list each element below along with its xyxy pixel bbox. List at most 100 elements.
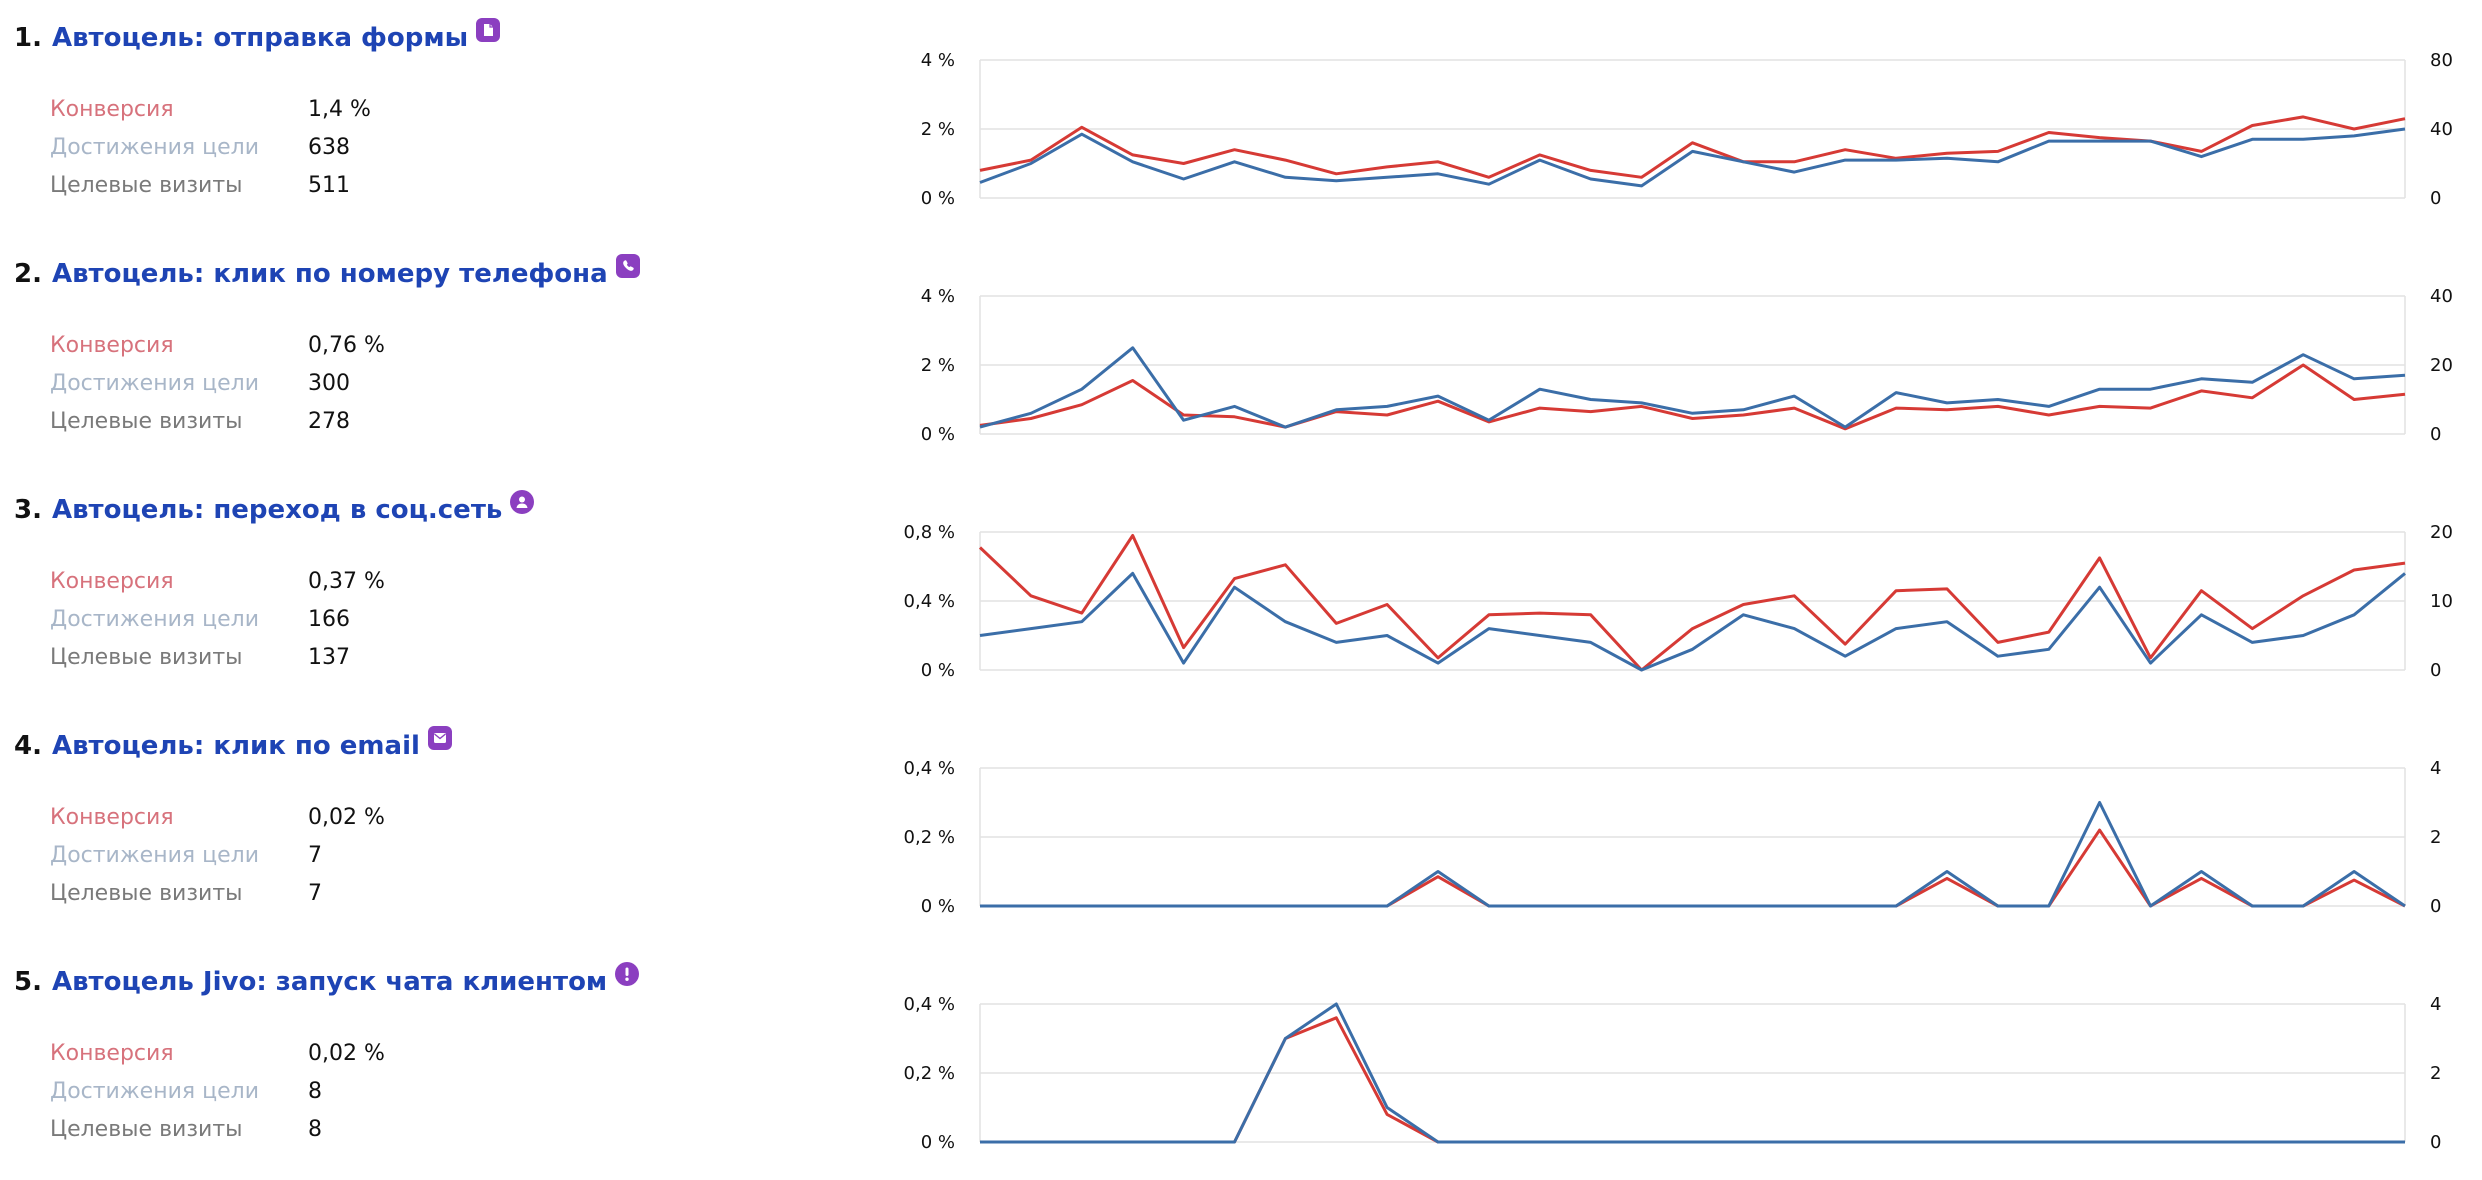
y-left-tick-label: 0,2 % — [904, 1063, 955, 1084]
goal-card: 2. Автоцель: клик по номеру телефона Кон… — [0, 236, 2482, 472]
metric-achievements: Достижения цели 166 — [50, 600, 385, 638]
series-line-conversion — [979, 363, 2406, 431]
metric-value: 0,02 % — [308, 1040, 385, 1066]
goal-name-link[interactable]: Автоцель: отправка формы — [51, 23, 469, 53]
metric-value: 0,76 % — [308, 332, 385, 358]
series-line-visits — [980, 801, 2406, 908]
goal-name-link[interactable]: Автоцель Jivo: запуск чата клиентом — [51, 967, 608, 997]
goal-number: 1. — [14, 23, 42, 53]
metric-achievements: Достижения цели 300 — [50, 364, 385, 402]
metric-visits: Целевые визиты 7 — [50, 874, 385, 912]
line-chart: 0 % 0 0,2 % 2 0,4 % 4 — [904, 758, 2442, 917]
metric-conversion: Конверсия 0,02 % — [50, 798, 385, 836]
y-left-tick-label: 0 % — [921, 1132, 955, 1153]
y-right-tick-label: 2 — [2430, 1063, 2441, 1084]
metric-value: 278 — [308, 408, 350, 434]
y-left-tick-label: 0,2 % — [904, 827, 955, 848]
metric-label: Достижения цели — [50, 1078, 259, 1104]
y-left-tick-label: 0 % — [921, 896, 955, 917]
metric-achievements: Достижения цели 7 — [50, 836, 385, 874]
goal-chart: 0 % 0 0,4 % 10 0,8 % 20 — [880, 502, 2480, 696]
line-chart: 0 % 0 0,4 % 10 0,8 % 20 — [904, 522, 2453, 681]
y-right-tick-label: 4 — [2430, 758, 2441, 779]
series-line-visits — [979, 346, 2406, 429]
metric-value: 7 — [308, 842, 322, 868]
y-right-tick-label: 0 — [2430, 660, 2441, 681]
metric-label: Достижения цели — [50, 606, 259, 632]
goal-chart: 0 % 0 2 % 20 4 % 40 — [880, 266, 2480, 460]
goal-card: 1. Автоцель: отправка формы Конверсия 1,… — [0, 0, 2482, 236]
goal-number: 5. — [14, 967, 42, 997]
y-right-tick-label: 10 — [2430, 591, 2453, 612]
y-left-tick-label: 0,8 % — [904, 522, 955, 543]
y-left-tick-label: 0,4 % — [904, 994, 955, 1015]
goal-chart: 0 % 0 0,2 % 2 0,4 % 4 — [880, 738, 2480, 932]
series-line-conversion — [978, 534, 2406, 672]
metric-value: 0,02 % — [308, 804, 385, 830]
series-line-visits — [979, 127, 2406, 188]
goal-name-link[interactable]: Автоцель: клик по email — [51, 731, 420, 761]
metric-achievements: Достижения цели 638 — [50, 128, 371, 166]
series-line-conversion — [979, 115, 2406, 179]
y-right-tick-label: 20 — [2430, 355, 2453, 376]
metric-label: Достижения цели — [50, 134, 259, 160]
goal-chart: 0 % 0 0,2 % 2 0,4 % 4 — [880, 974, 2480, 1168]
phone-icon — [615, 254, 640, 278]
line-chart: 0 % 0 0,2 % 2 0,4 % 4 — [904, 994, 2442, 1153]
y-right-tick-label: 0 — [2430, 1132, 2441, 1153]
goal-title: 4. Автоцель: клик по email — [14, 724, 452, 768]
metric-label: Целевые визиты — [50, 1116, 243, 1142]
goal-metrics: Конверсия 1,4 % Достижения цели 638 Целе… — [50, 90, 371, 204]
metric-label: Конверсия — [50, 96, 174, 122]
email-icon — [427, 726, 452, 750]
goal-metrics: Конверсия 0,02 % Достижения цели 7 Целев… — [50, 798, 385, 912]
line-chart: 0 % 0 2 % 40 4 % 80 — [921, 50, 2453, 209]
goal-card: 3. Автоцель: переход в соц.сеть Конверси… — [0, 472, 2482, 708]
metric-label: Конверсия — [50, 804, 174, 830]
goal-number: 2. — [14, 259, 42, 289]
metric-label: Целевые визиты — [50, 408, 243, 434]
metric-conversion: Конверсия 0,37 % — [50, 562, 385, 600]
goal-chart: 0 % 0 2 % 40 4 % 80 — [880, 30, 2480, 224]
goal-title: 1. Автоцель: отправка формы — [14, 16, 501, 60]
goal-title: 2. Автоцель: клик по номеру телефона — [14, 252, 640, 296]
y-right-tick-label: 0 — [2430, 188, 2441, 209]
goal-metrics: Конверсия 0,02 % Достижения цели 8 Целев… — [50, 1034, 385, 1148]
metric-label: Конверсия — [50, 568, 174, 594]
y-right-tick-label: 2 — [2430, 827, 2441, 848]
metric-label: Целевые визиты — [50, 880, 243, 906]
goal-metrics: Конверсия 0,37 % Достижения цели 166 Цел… — [50, 562, 385, 676]
goal-card: 4. Автоцель: клик по email Конверсия 0,0… — [0, 708, 2482, 944]
y-left-tick-label: 0 % — [921, 188, 955, 209]
goal-name-link[interactable]: Автоцель: переход в соц.сеть — [51, 495, 503, 525]
metric-value: 7 — [308, 880, 322, 906]
goal-name-link[interactable]: Автоцель: клик по номеру телефона — [51, 259, 608, 289]
metric-achievements: Достижения цели 8 — [50, 1072, 385, 1110]
metric-visits: Целевые визиты 278 — [50, 402, 385, 440]
y-left-tick-label: 4 % — [921, 286, 955, 307]
goal-number: 4. — [14, 731, 42, 761]
metric-label: Конверсия — [50, 1040, 174, 1066]
metric-visits: Целевые визиты 511 — [50, 166, 371, 204]
y-left-tick-label: 0 % — [921, 424, 955, 445]
series-line-conversion — [980, 828, 2406, 908]
y-right-tick-label: 0 — [2430, 424, 2441, 445]
metric-value: 638 — [308, 134, 350, 160]
social-icon — [510, 490, 535, 514]
metric-value: 511 — [308, 172, 350, 198]
metric-value: 300 — [308, 370, 350, 396]
metric-label: Достижения цели — [50, 842, 259, 868]
y-left-tick-label: 2 % — [921, 355, 955, 376]
series-line-visits — [980, 1002, 2405, 1144]
line-chart: 0 % 0 2 % 20 4 % 40 — [921, 286, 2453, 445]
y-right-tick-label: 0 — [2430, 896, 2441, 917]
goal-title: 5. Автоцель Jivo: запуск чата клиентом — [14, 960, 640, 1004]
goal-metrics: Конверсия 0,76 % Достижения цели 300 Цел… — [50, 326, 385, 440]
metric-value: 137 — [308, 644, 350, 670]
goal-number: 3. — [14, 495, 42, 525]
metric-value: 8 — [308, 1078, 322, 1104]
y-right-tick-label: 20 — [2430, 522, 2453, 543]
metric-label: Целевые визиты — [50, 172, 243, 198]
metric-conversion: Конверсия 1,4 % — [50, 90, 371, 128]
y-left-tick-label: 0,4 % — [904, 591, 955, 612]
